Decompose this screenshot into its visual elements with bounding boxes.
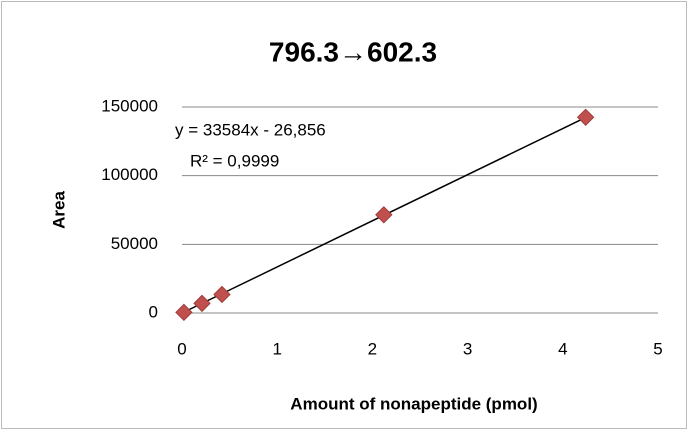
data-point — [576, 108, 595, 127]
data-point — [193, 294, 211, 313]
y-tick-label: 150000 — [101, 96, 158, 115]
y-tick-label: 0 — [149, 302, 158, 321]
y-tick-label: 100000 — [101, 165, 158, 184]
data-point — [375, 206, 393, 224]
x-tick-label: 4 — [558, 339, 567, 358]
chart-title: 796.3→602.3 — [269, 36, 437, 67]
y-tick-label: 50000 — [111, 234, 158, 253]
trendline-equation: y = 33584x - 26,856 — [175, 120, 326, 139]
x-tick-label: 3 — [463, 339, 472, 358]
x-tick-label: 2 — [368, 339, 377, 358]
x-tick-label: 5 — [653, 339, 662, 358]
data-point — [213, 285, 231, 304]
trendline-r2: R² = 0,9999 — [190, 151, 279, 170]
data-point — [175, 303, 193, 322]
y-axis-title: Area — [49, 191, 68, 229]
x-tick-label: 0 — [177, 339, 186, 358]
x-axis-title: Amount of nonapeptide (pmol) — [290, 394, 537, 413]
x-tick-label: 1 — [272, 339, 281, 358]
